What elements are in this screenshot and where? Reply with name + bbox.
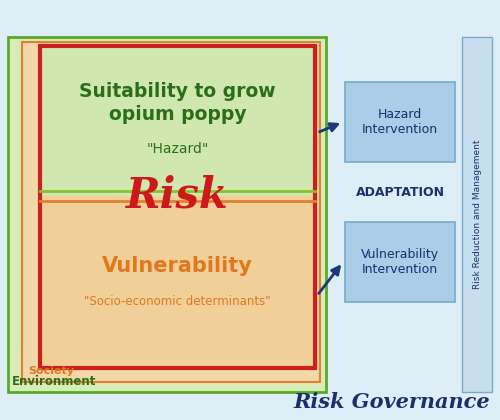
Text: Society: Society [28, 366, 74, 376]
Text: Risk: Risk [126, 175, 229, 217]
Text: "Socio-economic determinants": "Socio-economic determinants" [84, 295, 271, 308]
Bar [345, 82, 455, 162]
Text: Hazard
Intervention: Hazard Intervention [362, 108, 438, 136]
Text: Risk Reduction and Management: Risk Reduction and Management [472, 140, 482, 289]
Bar [462, 37, 492, 392]
Bar [22, 42, 320, 382]
Bar [40, 196, 315, 368]
Text: Suitability to grow
opium poppy: Suitability to grow opium poppy [79, 82, 276, 124]
Text: Vulnerability: Vulnerability [102, 256, 253, 276]
Text: ADAPTATION: ADAPTATION [356, 186, 444, 199]
Text: Vulnerability
Intervention: Vulnerability Intervention [361, 248, 439, 276]
Bar [40, 46, 315, 368]
Bar [8, 37, 326, 392]
Text: Risk Governance: Risk Governance [294, 392, 490, 412]
Bar [345, 222, 455, 302]
Text: Environment: Environment [12, 375, 96, 388]
Bar [40, 46, 315, 196]
Text: "Hazard": "Hazard" [146, 142, 208, 156]
